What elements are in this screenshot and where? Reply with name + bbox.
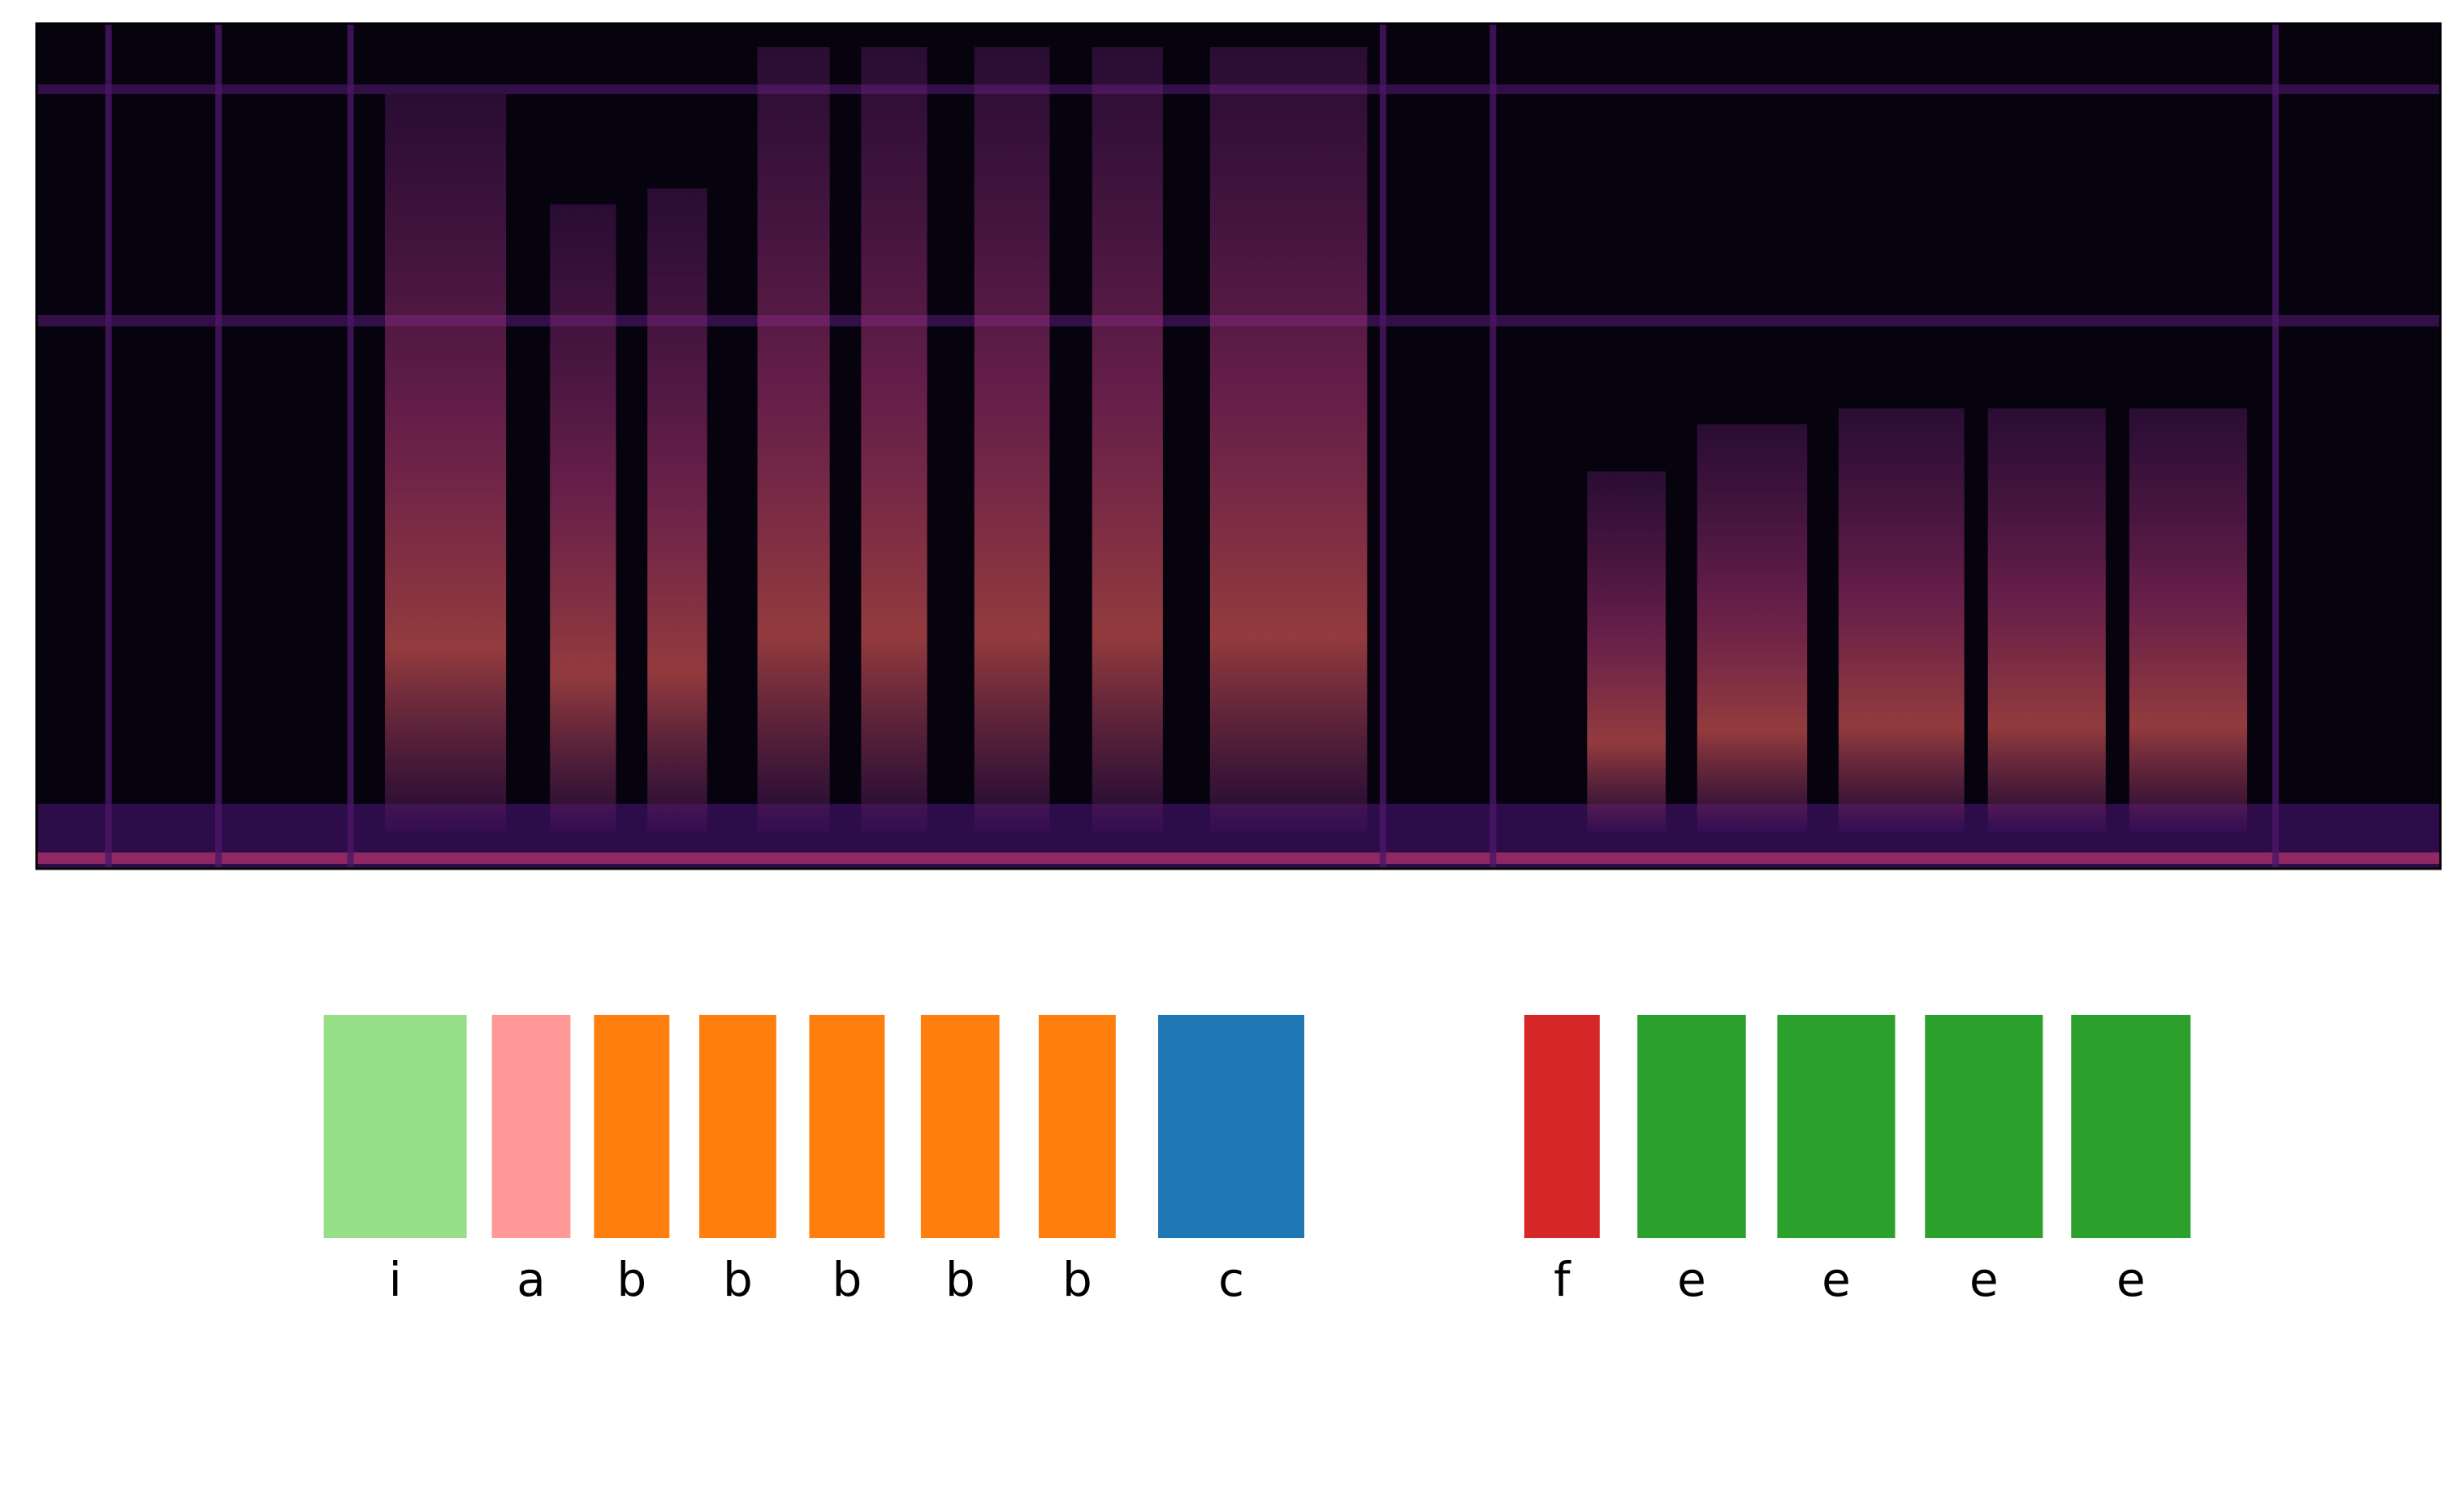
- segment-bar: [1777, 1015, 1896, 1238]
- segment-bar: [594, 1015, 670, 1238]
- vocalization: [861, 47, 927, 833]
- segment-bar: [699, 1015, 776, 1238]
- segment-bar: [1039, 1015, 1116, 1238]
- segment-label: e: [1969, 1252, 1999, 1307]
- vocalization: [2129, 408, 2247, 833]
- click-streak: [347, 24, 354, 869]
- segment-bar: [809, 1015, 885, 1238]
- segment-bar: [920, 1015, 1000, 1238]
- segment-label: b: [1062, 1252, 1092, 1307]
- vocalization: [1838, 408, 1965, 833]
- segment-bar: [323, 1015, 467, 1238]
- vocalization: [1092, 47, 1163, 833]
- spectrogram-frame: [35, 22, 2442, 870]
- click-streak: [1379, 24, 1386, 869]
- click-streak: [2272, 24, 2279, 869]
- segment-bar: [491, 1015, 571, 1238]
- vocalization: [1587, 471, 1666, 833]
- click-streak: [215, 24, 223, 869]
- segment-bar: [1524, 1015, 1600, 1238]
- segment-bar: [1158, 1015, 1305, 1238]
- segment-label: b: [616, 1252, 646, 1307]
- segment-bar: [2071, 1015, 2191, 1238]
- segment-label: f: [1554, 1252, 1571, 1307]
- segment-bar: [1637, 1015, 1746, 1238]
- vocalization: [647, 188, 707, 833]
- segment-label: b: [945, 1252, 975, 1307]
- segment-label: b: [723, 1252, 753, 1307]
- vocalization: [1697, 424, 1808, 833]
- segment-label: e: [2116, 1252, 2146, 1307]
- segment-label: i: [389, 1252, 402, 1307]
- segment-label: e: [1822, 1252, 1851, 1307]
- segment-bar: [1925, 1015, 2043, 1238]
- vocalization: [1987, 408, 2106, 833]
- click-streak: [105, 24, 112, 869]
- segment-label: e: [1677, 1252, 1706, 1307]
- noise-floor: [37, 852, 2440, 864]
- spectrogram: [37, 24, 2440, 869]
- vocalization: [1209, 47, 1368, 833]
- vocalization: [757, 47, 830, 833]
- segment-label: b: [832, 1252, 862, 1307]
- vocalization: [974, 47, 1050, 833]
- vocalization: [550, 204, 616, 833]
- segment-label: c: [1218, 1252, 1244, 1307]
- click-streak: [1489, 24, 1497, 869]
- segment-label: a: [517, 1252, 546, 1307]
- vocalization: [385, 94, 507, 833]
